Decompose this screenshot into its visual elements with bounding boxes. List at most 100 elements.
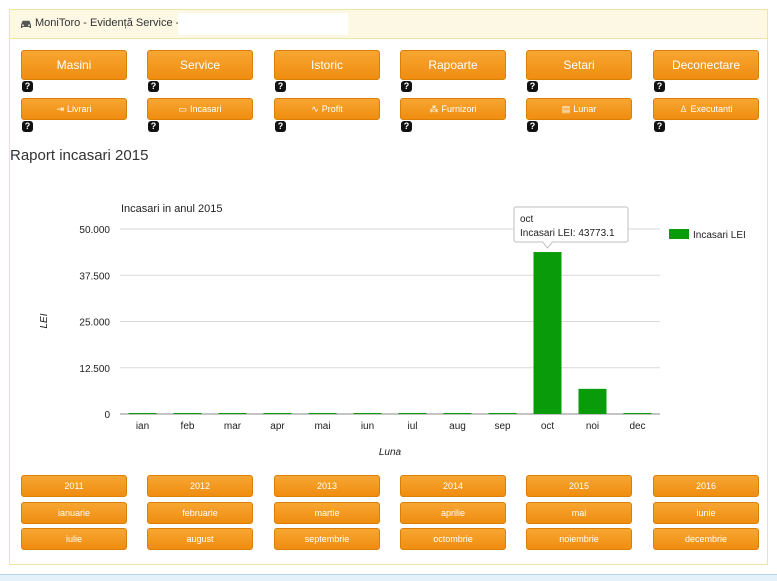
year-button-2014[interactable]: 2014: [400, 475, 506, 497]
app-title: MoniToro - Evidență Service -: [35, 17, 180, 29]
bottom-strip: [0, 574, 777, 581]
bar-sep: [488, 413, 517, 414]
car-icon: [21, 20, 31, 28]
header-text-field[interactable]: [178, 13, 348, 35]
x-tick-label: oct: [541, 421, 555, 432]
y-tick-label: 50.000: [79, 225, 110, 236]
nav-button-rapoarte[interactable]: Rapoarte: [400, 50, 506, 80]
subnav-label: Executanti: [690, 104, 733, 114]
help-icon[interactable]: ?: [275, 121, 286, 132]
tooltip-value: Incasari LEI: 43773.1: [520, 228, 615, 239]
year-button-2011[interactable]: 2011: [21, 475, 127, 497]
export-icon: ⇥: [56, 104, 65, 114]
help-icon[interactable]: ?: [654, 121, 665, 132]
tooltip-month: oct: [520, 214, 534, 225]
help-icon[interactable]: ?: [654, 81, 665, 92]
subnav-label: Furnizori: [441, 104, 477, 114]
x-tick-label: iun: [361, 421, 374, 432]
subnav-button-executanti[interactable]: ♙ Executanti: [653, 98, 759, 120]
bar-aug: [443, 413, 472, 414]
year-button-2015[interactable]: 2015: [526, 475, 632, 497]
line-chart-icon: ∿: [311, 104, 319, 114]
bar-mar: [218, 413, 247, 414]
money-icon: ▭: [178, 104, 187, 114]
calendar-icon: ▤: [561, 104, 571, 114]
y-tick-label: 12.500: [79, 364, 110, 375]
tooltip-box: [513, 206, 629, 243]
x-tick-label: sep: [494, 421, 511, 432]
x-axis-label: Luna: [379, 447, 402, 458]
help-icon[interactable]: ?: [148, 81, 159, 92]
x-tick-label: ian: [136, 421, 149, 432]
month-button-mai[interactable]: mai: [526, 502, 632, 524]
x-tick-label: dec: [629, 421, 645, 432]
year-button-2013[interactable]: 2013: [274, 475, 380, 497]
bar-apr: [263, 413, 292, 414]
x-tick-label: noi: [586, 421, 599, 432]
help-icon[interactable]: ?: [527, 121, 538, 132]
nav-button-masini[interactable]: Masini: [21, 50, 127, 80]
x-tick-label: mar: [224, 421, 242, 432]
subnav-button-furnizori[interactable]: ⁂ Furnizori: [400, 98, 506, 120]
subnav-label: Livrari: [67, 104, 92, 114]
help-icon[interactable]: ?: [527, 81, 538, 92]
sitemap-icon: ⁂: [429, 104, 439, 114]
month-button-martie[interactable]: martie: [274, 502, 380, 524]
nav-button-service[interactable]: Service: [147, 50, 253, 80]
nav-button-setari[interactable]: Setari: [526, 50, 632, 80]
help-icon[interactable]: ?: [22, 121, 33, 132]
help-icon[interactable]: ?: [401, 81, 412, 92]
subnav-button-profit[interactable]: ∿ Profit: [274, 98, 380, 120]
user-icon: ♙: [679, 104, 688, 114]
legend-swatch: [669, 229, 689, 239]
bar-feb: [173, 413, 202, 414]
subnav-button-lunar[interactable]: ▤ Lunar: [526, 98, 632, 120]
subnav-button-incasari[interactable]: ▭ Incasari: [147, 98, 253, 120]
panel-header: MoniToro - Evidență Service -: [10, 10, 767, 39]
nav-button-istoric[interactable]: Istoric: [274, 50, 380, 80]
y-tick-label: 25.000: [79, 318, 110, 329]
legend-label: Incasari LEI: [693, 230, 746, 241]
x-tick-label: mai: [314, 421, 330, 432]
month-button-aprilie[interactable]: aprilie: [400, 502, 506, 524]
subnav-label: Incasari: [190, 104, 222, 114]
year-button-2012[interactable]: 2012: [147, 475, 253, 497]
bar-mai: [308, 413, 337, 414]
subnav-button-livrari[interactable]: ⇥ Livrari: [21, 98, 127, 120]
help-icon[interactable]: ?: [148, 121, 159, 132]
month-button-februarie[interactable]: februarie: [147, 502, 253, 524]
subnav-label: Profit: [321, 104, 343, 114]
nav-button-deconectare[interactable]: Deconectare: [653, 50, 759, 80]
month-button-ianuarie[interactable]: ianuarie: [21, 502, 127, 524]
month-button-noiembrie[interactable]: noiembrie: [526, 528, 632, 550]
bar-noi: [578, 388, 607, 414]
y-axis-label: LEI: [39, 313, 50, 328]
year-button-2016[interactable]: 2016: [653, 475, 759, 497]
chart-tooltip: oct Incasari LEI: 43773.1: [513, 206, 629, 249]
month-button-iulie[interactable]: iulie: [21, 528, 127, 550]
bar-ian: [128, 413, 157, 414]
month-button-octombrie[interactable]: octombrie: [400, 528, 506, 550]
bar-iul: [398, 413, 427, 414]
bar-iun: [353, 413, 382, 414]
month-button-august[interactable]: august: [147, 528, 253, 550]
main-panel: MoniToro - Evidență Service -: [9, 9, 768, 565]
x-tick-label: feb: [181, 421, 195, 432]
x-tick-label: iul: [407, 421, 417, 432]
subnav-label: Lunar: [573, 104, 597, 114]
y-tick-label: 0: [104, 410, 110, 421]
bar-oct: [533, 252, 562, 414]
y-tick-label: 37.500: [79, 271, 110, 282]
month-button-septembrie[interactable]: septembrie: [274, 528, 380, 550]
month-button-decembrie[interactable]: decembrie: [653, 528, 759, 550]
help-icon[interactable]: ?: [275, 81, 286, 92]
month-button-iunie[interactable]: iunie: [653, 502, 759, 524]
x-tick-label: apr: [270, 421, 285, 432]
revenue-chart: Incasari in anul 2015 0 12.500 25.000 37.500…: [39, 203, 746, 458]
x-tick-label: aug: [449, 421, 466, 432]
page-title: Raport incasari 2015: [10, 147, 149, 164]
help-icon[interactable]: ?: [22, 81, 33, 92]
chart-title: Incasari in anul 2015: [121, 203, 223, 215]
help-icon[interactable]: ?: [401, 121, 412, 132]
bar-dec: [623, 413, 652, 414]
